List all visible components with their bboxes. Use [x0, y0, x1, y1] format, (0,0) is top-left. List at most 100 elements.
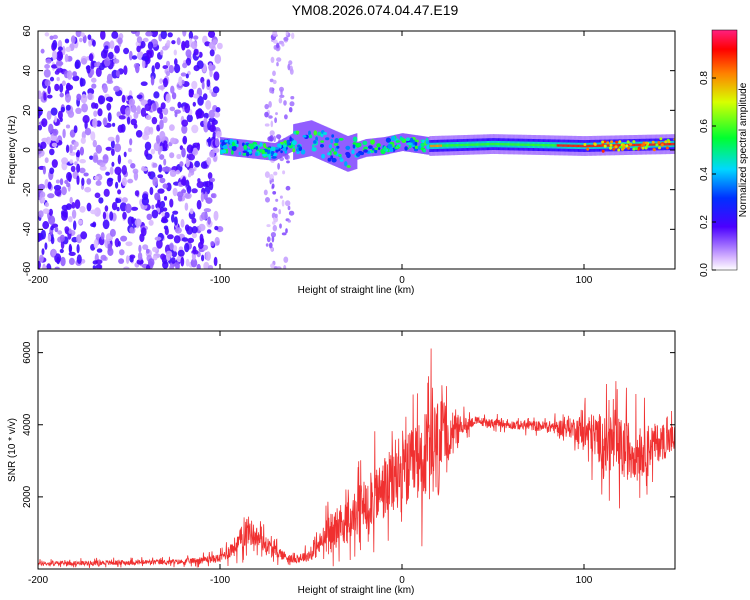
heat-cell [165, 70, 170, 77]
heat-cell [442, 144, 444, 147]
heat-cell [159, 112, 164, 120]
heat-cell [289, 101, 295, 107]
heat-cell [94, 192, 101, 199]
heat-cell [513, 143, 515, 146]
heat-cell [339, 132, 341, 169]
heat-cell [482, 143, 484, 146]
heat-cell [182, 31, 187, 37]
heat-cell [79, 206, 86, 213]
heat-cell [116, 198, 122, 204]
snr-x-label: Height of straight line (km) [298, 585, 415, 596]
heat-cell [632, 140, 636, 144]
heat-cell [192, 101, 196, 107]
heat-cell [191, 226, 198, 234]
heat-cell [477, 143, 479, 146]
heat-cell [211, 193, 217, 199]
heat-cell [497, 143, 499, 146]
heat-cell [47, 233, 52, 242]
heat-cell [447, 144, 449, 147]
heat-cell [622, 144, 626, 148]
heat-cell [312, 120, 314, 157]
heat-cell [191, 188, 198, 194]
heat-cell [536, 143, 538, 147]
heat-cell [105, 171, 110, 176]
heat-cell [92, 139, 98, 148]
heat-cell [123, 47, 130, 55]
heat-cell [106, 102, 112, 111]
heat-cell [276, 266, 282, 269]
heat-cell [287, 63, 291, 71]
heat-cell [343, 134, 345, 170]
heat-cell [231, 141, 235, 147]
heat-cell [157, 174, 164, 179]
heat-cell [87, 92, 93, 100]
heat-cell [86, 65, 91, 74]
heat-cell [105, 212, 109, 221]
heat-cell [80, 137, 86, 145]
heat-cell [597, 144, 599, 147]
heat-cell [192, 93, 200, 99]
heat-cell [105, 146, 112, 151]
heat-cell [449, 144, 451, 147]
heat-cell [471, 143, 473, 146]
heat-cell [400, 133, 402, 152]
heat-cell [177, 101, 182, 109]
heat-cell [338, 137, 344, 141]
heat-cell [180, 256, 185, 267]
heat-cell [161, 216, 167, 223]
heat-cell [606, 141, 610, 145]
heat-cell [370, 139, 375, 145]
heat-cell [265, 197, 270, 203]
heat-cell [596, 144, 598, 147]
heat-cell [280, 140, 282, 158]
heat-cell [128, 98, 136, 106]
heat-cell [62, 128, 66, 139]
heat-cell [584, 144, 586, 148]
heat-cell [127, 147, 132, 153]
heat-cell [546, 144, 548, 147]
heat-cell [136, 36, 143, 44]
heat-cell [279, 195, 283, 199]
heat-cell [637, 143, 639, 147]
heat-cell [520, 143, 522, 146]
heat-cell [131, 105, 137, 113]
heat-cell [654, 143, 656, 146]
heat-cell [302, 135, 307, 138]
x-tick-label: 100 [576, 275, 593, 286]
heat-cell [264, 103, 270, 110]
heat-cell [511, 143, 513, 146]
heat-cell [162, 140, 168, 151]
heat-cell [51, 159, 58, 168]
snr-line [38, 348, 675, 569]
heat-cell [146, 50, 153, 59]
heat-cell [59, 178, 64, 186]
heat-cell [130, 163, 136, 169]
heat-cell [609, 143, 613, 147]
heat-cell [115, 134, 120, 144]
heat-cell [500, 143, 502, 146]
heat-cell [603, 144, 607, 148]
heat-cell [373, 138, 375, 157]
heat-cell [308, 130, 311, 136]
heat-cell [51, 248, 57, 257]
heat-cell [319, 123, 321, 160]
snr-series [38, 348, 675, 569]
heat-cell [610, 140, 614, 144]
heat-cell [385, 137, 391, 143]
heat-cell [285, 185, 291, 191]
heat-cell [180, 178, 186, 186]
heat-cell [88, 53, 94, 62]
heat-cell [496, 142, 498, 146]
heat-cell [176, 37, 181, 46]
heat-cell [180, 218, 185, 228]
heat-cell [93, 239, 99, 249]
x-tick-label: 0 [399, 575, 405, 586]
heat-cell [465, 143, 467, 147]
heat-cell [281, 232, 287, 236]
heat-cell [667, 143, 669, 146]
heat-cell [462, 143, 464, 147]
heat-cell [279, 94, 285, 99]
y-tick-label: 40 [22, 65, 33, 77]
heat-cell [299, 122, 301, 159]
heat-cell [117, 37, 123, 45]
